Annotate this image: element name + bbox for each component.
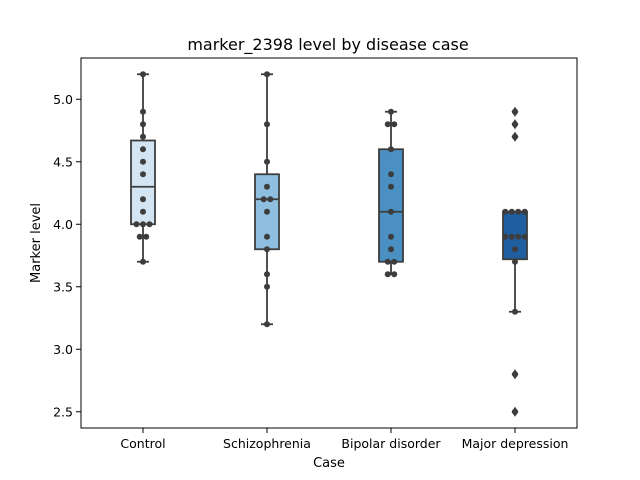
data-point-major-depression [502, 208, 509, 215]
data-point-schizophrenia [264, 158, 270, 165]
data-point-control [140, 146, 146, 153]
data-point-schizophrenia [264, 183, 270, 190]
data-point-schizophrenia [264, 246, 270, 253]
plot-area [80, 57, 578, 429]
y-tick-label: 5.0 [53, 92, 73, 107]
y-axis: 2.5 3.0 3.5 4.0 4.5 5.0 [53, 92, 81, 419]
data-point-major-depression [512, 121, 518, 128]
x-axis-label: Case [313, 456, 345, 471]
data-point-schizophrenia [264, 71, 270, 78]
box-bipolar-disorder [378, 148, 404, 263]
data-point-control [140, 158, 146, 165]
chart-marks [130, 71, 528, 417]
data-point-major-depression [512, 408, 518, 415]
data-point-bipolar-disorder [388, 246, 394, 253]
data-point-major-depression [521, 233, 528, 240]
data-point-bipolar-disorder [384, 121, 391, 128]
data-point-control [133, 221, 140, 228]
y-tick-label: 3.0 [53, 342, 73, 357]
data-point-control [140, 208, 146, 215]
y-tick-label: 4.0 [53, 217, 73, 232]
data-point-major-depression [515, 233, 522, 240]
data-point-control [140, 108, 146, 115]
data-point-major-depression [515, 208, 522, 215]
data-point-major-depression [508, 233, 515, 240]
data-point-control [136, 233, 143, 240]
data-point-control [140, 133, 146, 140]
data-point-control [140, 196, 146, 203]
data-point-schizophrenia [260, 196, 267, 203]
data-point-bipolar-disorder [388, 208, 394, 215]
data-point-major-depression [512, 108, 518, 115]
data-point-major-depression [508, 208, 515, 215]
data-point-bipolar-disorder [384, 271, 391, 278]
data-point-control [140, 171, 146, 178]
data-point-bipolar-disorder [391, 121, 398, 128]
x-tick-label: Control [120, 436, 165, 451]
data-point-major-depression [512, 258, 518, 265]
data-point-major-depression [512, 308, 518, 315]
data-point-bipolar-disorder [391, 271, 398, 278]
data-point-control [140, 221, 146, 228]
data-point-schizophrenia [264, 233, 270, 240]
data-point-bipolar-disorder [388, 183, 394, 190]
y-axis-label: Marker level [29, 203, 44, 283]
data-point-major-depression [502, 233, 509, 240]
data-point-schizophrenia [264, 321, 270, 328]
x-tick-label: Major depression [462, 436, 569, 451]
data-point-control [140, 71, 146, 78]
data-point-bipolar-disorder [388, 233, 394, 240]
x-tick-label: Bipolar disorder [341, 436, 441, 451]
data-point-bipolar-disorder [391, 258, 398, 265]
data-point-major-depression [512, 246, 518, 253]
data-point-bipolar-disorder [384, 258, 391, 265]
data-point-major-depression [512, 371, 518, 378]
x-tick-label: Schizophrenia [223, 436, 311, 451]
x-axis: Control Schizophrenia Bipolar disorder Majo… [120, 428, 568, 451]
data-point-control [146, 221, 153, 228]
data-point-schizophrenia [264, 121, 270, 128]
data-point-control [140, 121, 146, 128]
data-point-control [143, 233, 150, 240]
data-point-bipolar-disorder [388, 171, 394, 178]
data-point-schizophrenia [267, 196, 274, 203]
y-tick-label: 4.5 [53, 154, 73, 169]
data-point-schizophrenia [264, 208, 270, 215]
chart-title: marker_2398 level by disease case [187, 35, 468, 55]
data-point-major-depression [521, 208, 528, 215]
y-tick-label: 2.5 [53, 404, 73, 419]
data-point-bipolar-disorder [388, 108, 394, 115]
data-point-major-depression [512, 133, 518, 140]
y-tick-label: 3.5 [53, 279, 73, 294]
data-point-control [140, 258, 146, 265]
data-point-schizophrenia [264, 283, 270, 290]
data-point-bipolar-disorder [388, 146, 394, 153]
data-point-schizophrenia [264, 271, 270, 278]
